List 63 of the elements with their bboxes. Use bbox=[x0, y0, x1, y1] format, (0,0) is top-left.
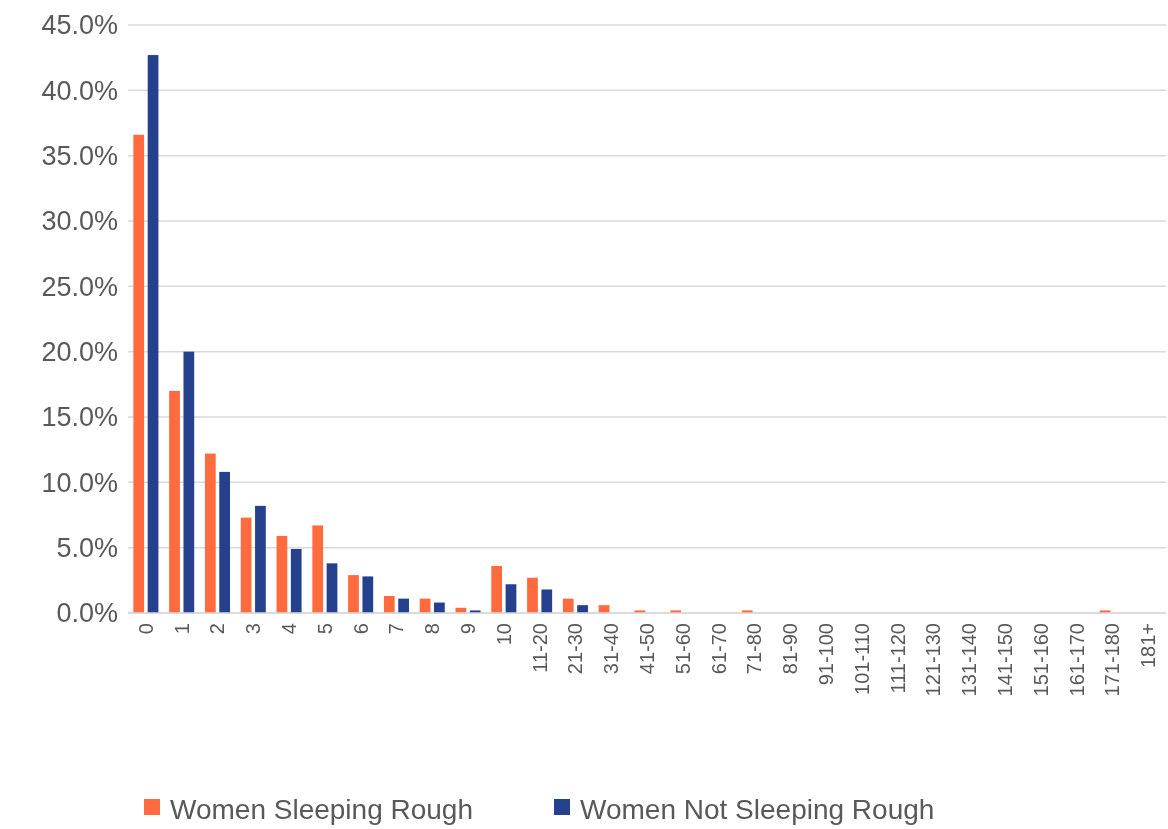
bar bbox=[276, 535, 288, 613]
x-tick-label: 51-60 bbox=[671, 623, 694, 675]
x-tick-label: 171-180 bbox=[1101, 623, 1124, 697]
x-tick-label: 1 bbox=[170, 623, 193, 635]
bar bbox=[562, 598, 574, 613]
x-tick-label: 3 bbox=[242, 623, 265, 635]
x-tick-label: 121-130 bbox=[922, 623, 945, 697]
bar bbox=[398, 598, 409, 613]
x-tick-label: 41-50 bbox=[636, 623, 658, 675]
bar bbox=[312, 525, 324, 613]
y-tick-label: 10.0% bbox=[41, 467, 118, 498]
x-tick-label: 4 bbox=[278, 623, 301, 635]
x-tick-label: 8 bbox=[421, 623, 444, 635]
bar bbox=[255, 505, 266, 613]
y-tick-label: 35.0% bbox=[41, 141, 118, 172]
x-tick-label: 7 bbox=[385, 623, 408, 635]
x-tick-label: 141-150 bbox=[993, 623, 1016, 697]
x-tick-label: 161-170 bbox=[1065, 623, 1088, 697]
bar bbox=[169, 390, 180, 613]
bar bbox=[219, 471, 231, 613]
x-tick-label: 6 bbox=[349, 623, 372, 635]
x-tick-label: 181+ bbox=[1137, 623, 1160, 669]
x-tick-label: 131-140 bbox=[958, 623, 981, 697]
x-tick-label: 71-80 bbox=[743, 623, 766, 675]
x-tick-label: 9 bbox=[457, 623, 480, 635]
x-tick-label: 11-20 bbox=[528, 623, 551, 673]
bar bbox=[348, 575, 359, 613]
bar bbox=[541, 589, 553, 613]
bar bbox=[383, 596, 395, 613]
y-tick-label: 15.0% bbox=[41, 402, 118, 433]
legend-label: Women Not Sleeping Rough bbox=[580, 793, 935, 825]
bar bbox=[240, 517, 252, 613]
bar bbox=[204, 453, 216, 613]
x-tick-label: 91-100 bbox=[814, 623, 837, 686]
legend-label: Women Sleeping Rough bbox=[170, 793, 474, 825]
x-tick-label: 31-40 bbox=[600, 623, 623, 675]
bar bbox=[527, 577, 538, 613]
y-tick-label: 0.0% bbox=[56, 598, 118, 629]
y-tick-label: 25.0% bbox=[41, 271, 118, 302]
y-tick-label: 30.0% bbox=[41, 206, 118, 237]
x-tick-label: 5 bbox=[313, 623, 336, 635]
y-tick-label: 45.0% bbox=[41, 10, 118, 41]
x-tick-label: 101-110 bbox=[850, 623, 873, 695]
bar bbox=[362, 576, 374, 613]
bar bbox=[290, 548, 302, 613]
x-tick-label: 81-90 bbox=[779, 623, 802, 675]
x-tick-label: 0 bbox=[134, 623, 157, 635]
bar bbox=[505, 584, 517, 613]
x-tick-label: 21-30 bbox=[564, 623, 587, 675]
x-tick-label: 111-120 bbox=[886, 623, 909, 694]
bar bbox=[133, 134, 145, 613]
x-tick-label: 61-70 bbox=[707, 623, 730, 675]
bar bbox=[577, 605, 588, 613]
y-tick-label: 40.0% bbox=[41, 75, 118, 106]
bar bbox=[326, 563, 338, 613]
x-tick-label: 2 bbox=[206, 623, 229, 635]
y-tick-label: 5.0% bbox=[56, 533, 118, 564]
bar bbox=[183, 351, 195, 613]
x-tick-label: 10 bbox=[492, 623, 515, 646]
y-tick-label: 20.0% bbox=[41, 337, 118, 368]
bar bbox=[491, 565, 503, 613]
x-tick-label: 151-160 bbox=[1029, 623, 1052, 697]
bar bbox=[147, 55, 159, 613]
